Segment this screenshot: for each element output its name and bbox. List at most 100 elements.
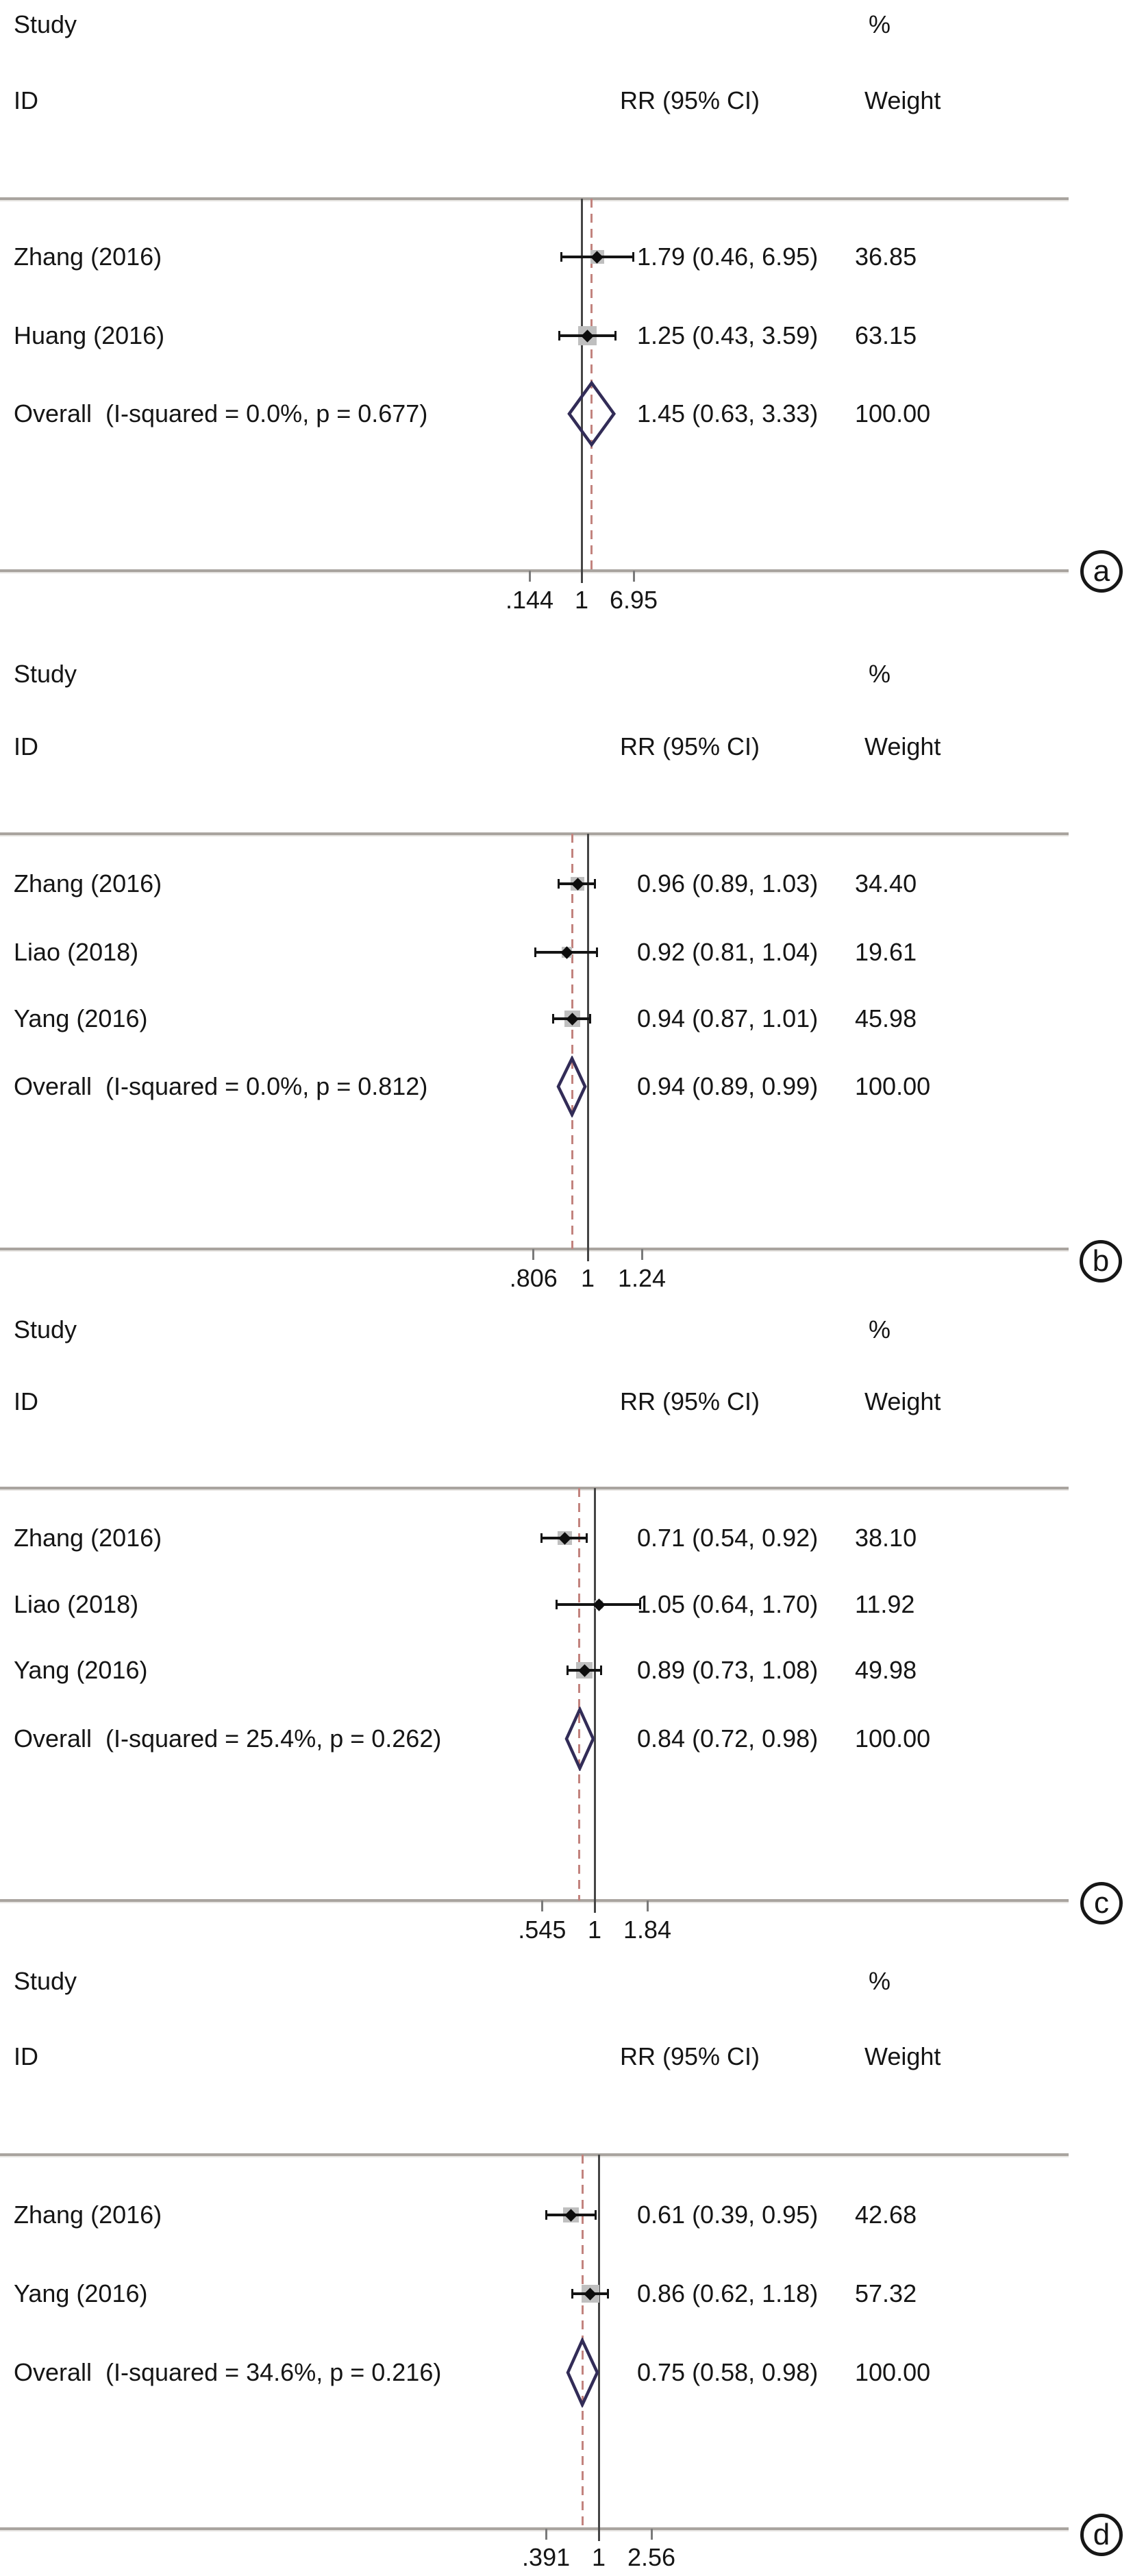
study-label: Yang (2016) [14, 1656, 148, 1685]
ci-cap-high [594, 2210, 597, 2220]
panel-letter-text: c [1094, 1886, 1109, 1920]
column-header-id: ID [14, 2042, 38, 2071]
rr-ci-value: 1.79 (0.46, 6.95) [637, 243, 819, 271]
axis-tick [640, 1249, 643, 1260]
axis-tick-label: 1.24 [617, 1264, 667, 1292]
panel-bottom-rule [0, 569, 1069, 572]
overall-weight-value: 100.00 [855, 399, 931, 428]
axis-tick [532, 1249, 535, 1260]
ci-cap-low [545, 2210, 547, 2220]
study-label: Zhang (2016) [14, 2201, 162, 2229]
weight-value: 36.85 [855, 243, 917, 271]
column-header-percent: % [869, 660, 891, 689]
panel-bottom-rule [0, 1899, 1069, 1902]
axis-tick-label: 2.56 [627, 2543, 676, 2571]
weight-value: 34.40 [855, 869, 917, 898]
overall-rr-ci-value: 1.45 (0.63, 3.33) [637, 399, 819, 428]
overall-diamond [567, 380, 616, 447]
panel-bottom-rule [0, 2527, 1069, 2530]
column-header-id: ID [14, 1387, 38, 1416]
column-header-weight: Weight [864, 732, 941, 761]
rr-ci-value: 0.89 (0.73, 1.08) [637, 1656, 819, 1685]
overall-dashed-line [571, 834, 573, 1249]
overall-rr-ci-value: 0.84 (0.72, 0.98) [637, 1724, 819, 1753]
panel-label-d: d [1080, 2514, 1123, 2556]
column-header-percent: % [869, 10, 891, 39]
panel-top-rule [0, 2153, 1069, 2156]
overall-label: Overall (I-squared = 0.0%, p = 0.812) [14, 1072, 428, 1101]
ci-cap-low [555, 1600, 558, 1609]
axis-tick [545, 2529, 547, 2540]
axis-tick-label: 1 [574, 586, 589, 614]
axis-tick [540, 1900, 543, 1911]
column-header-study: Study [14, 660, 77, 689]
ci-cap-low [560, 252, 562, 262]
study-label: Yang (2016) [14, 1004, 148, 1033]
overall-rr-ci-value: 0.75 (0.58, 0.98) [637, 2358, 819, 2387]
rr-ci-value: 0.61 (0.39, 0.95) [637, 2201, 819, 2229]
axis-tick-label: .806 [509, 1264, 558, 1292]
rr-ci-value: 0.96 (0.89, 1.03) [637, 869, 819, 898]
ci-cap-low [558, 879, 560, 889]
column-header-study: Study [14, 10, 77, 39]
column-header-percent: % [869, 1315, 891, 1344]
column-header-weight: Weight [864, 1387, 941, 1416]
weight-value: 57.32 [855, 2279, 917, 2308]
column-header-rr: RR (95% CI) [620, 1387, 760, 1416]
rr-ci-value: 0.71 (0.54, 0.92) [637, 1524, 819, 1552]
study-label: Liao (2018) [14, 938, 139, 967]
panel-top-rule [0, 832, 1069, 835]
axis-tick-label: 1 [580, 1264, 595, 1292]
rr-ci-value: 0.92 (0.81, 1.04) [637, 938, 819, 967]
weight-value: 63.15 [855, 321, 917, 350]
ci-cap-high [593, 879, 596, 889]
axis-tick-label: 1 [587, 1916, 602, 1944]
panel-label-b: b [1080, 1240, 1122, 1283]
ci-cap-low [540, 1533, 543, 1543]
overall-dashed-line [578, 1488, 581, 1900]
axis-tick-label: 6.95 [609, 586, 658, 614]
overall-diamond [564, 1707, 595, 1771]
weight-value: 45.98 [855, 1004, 917, 1033]
overall-diamond [556, 1056, 587, 1117]
panel-top-rule [0, 197, 1069, 200]
ci-cap-high [599, 1665, 602, 1675]
panel-letter-text: b [1092, 1244, 1110, 1278]
study-label: Liao (2018) [14, 1590, 139, 1619]
study-label: Zhang (2016) [14, 243, 162, 271]
ci-cap-low [534, 948, 536, 957]
rr-ci-value: 1.25 (0.43, 3.59) [637, 321, 819, 350]
overall-label: Overall (I-squared = 34.6%, p = 0.216) [14, 2358, 442, 2387]
column-header-id: ID [14, 86, 38, 115]
overall-label: Overall (I-squared = 25.4%, p = 0.262) [14, 1724, 442, 1753]
ci-cap-low [571, 2289, 573, 2299]
overall-rr-ci-value: 0.94 (0.89, 0.99) [637, 1072, 819, 1101]
axis-tick-label: 1 [591, 2543, 606, 2571]
study-label: Huang (2016) [14, 321, 165, 350]
null-line [593, 1488, 596, 1913]
overall-weight-value: 100.00 [855, 1072, 931, 1101]
study-label: Zhang (2016) [14, 869, 162, 898]
column-header-weight: Weight [864, 86, 941, 115]
ci-cap-low [558, 331, 560, 340]
column-header-rr: RR (95% CI) [620, 2042, 760, 2071]
ci-cap-high [586, 1533, 588, 1543]
rr-ci-value: 0.94 (0.87, 1.01) [637, 1004, 819, 1033]
overall-diamond [566, 2338, 599, 2407]
column-header-study: Study [14, 1967, 77, 1996]
column-header-study: Study [14, 1315, 77, 1344]
column-header-id: ID [14, 732, 38, 761]
weight-value: 11.92 [855, 1590, 915, 1619]
ci-cap-low [566, 1665, 569, 1675]
axis-tick [528, 571, 531, 582]
weight-value: 49.98 [855, 1656, 917, 1685]
ci-cap-high [639, 1600, 641, 1609]
null-line [586, 834, 589, 1261]
axis-tick-label: .391 [522, 2543, 571, 2571]
study-label: Zhang (2016) [14, 1524, 162, 1552]
axis-tick-label: .545 [518, 1916, 566, 1944]
